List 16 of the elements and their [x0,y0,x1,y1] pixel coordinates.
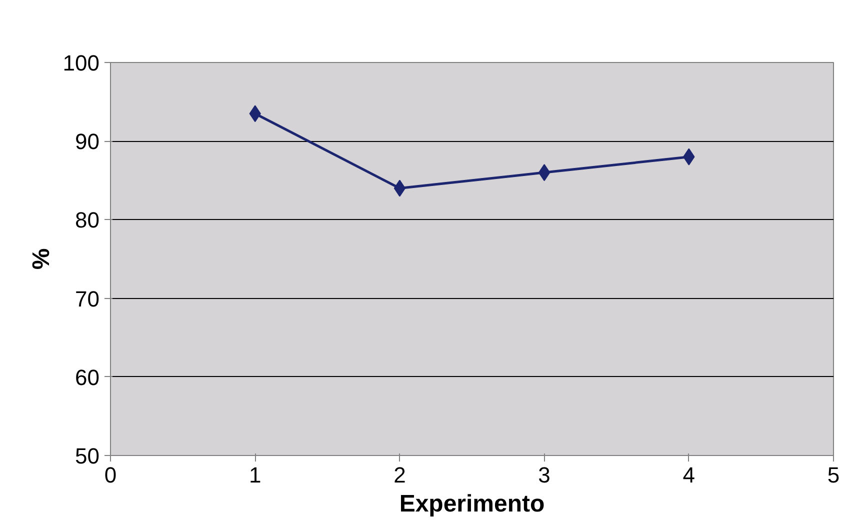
y-tick-label: 100 [62,50,100,76]
point [538,164,550,182]
y-tick-label: 80 [75,208,100,233]
x-tick-label: 2 [394,462,406,488]
x-tick-label: 1 [248,462,262,488]
x-axis-title: Experimento [399,490,545,518]
x-tick-label: 0 [104,462,117,488]
y-axis-title: % [28,248,55,270]
point [394,180,406,197]
x-tick-label: 5 [827,462,840,488]
y-tick-label: 50 [75,444,100,468]
x-tick-label: 3 [538,462,550,488]
y-tick-label: 60 [75,364,100,390]
y-tick-label: 70 [75,286,100,312]
y-tick-label: 90 [75,129,100,154]
x-tick-label: 4 [682,462,696,488]
